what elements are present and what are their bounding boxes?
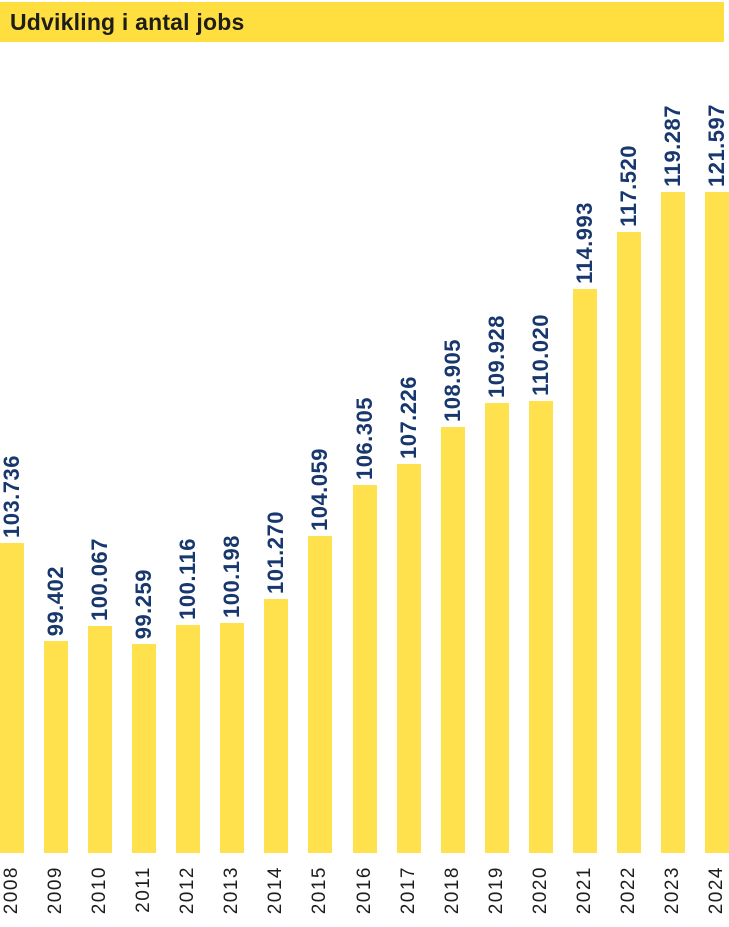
bar-group-2019: 109.928 2019 <box>483 0 509 927</box>
bar-value-label: 101.270 <box>263 510 289 594</box>
bar <box>528 401 553 853</box>
bar-group-2016: 106.305 2016 <box>351 0 377 927</box>
bar-group-2023: 119.287 2023 <box>659 0 685 927</box>
bar-group-2022: 117.520 2022 <box>615 0 641 927</box>
bar <box>616 232 641 853</box>
bar <box>572 289 597 853</box>
bar-value-label: 103.736 <box>0 454 24 538</box>
bar-value-label: 99.402 <box>43 565 69 636</box>
x-axis-tick-label: 2016 <box>353 866 375 915</box>
bar-group-2020: 110.020 2020 <box>527 0 553 927</box>
bar <box>0 543 24 853</box>
x-axis-tick-label: 2009 <box>45 866 67 915</box>
bar-value-label: 107.226 <box>395 375 421 459</box>
bar-value-label: 121.597 <box>704 103 729 187</box>
bar-value-label: 114.993 <box>571 202 597 284</box>
bar <box>308 536 333 853</box>
bar-group-2013: 100.198 2013 <box>219 0 245 927</box>
chart-title: Udvikling i antal jobs <box>10 9 245 35</box>
x-axis-tick-label: 2022 <box>617 866 639 915</box>
bar-value-label: 119.287 <box>659 105 685 187</box>
x-axis-tick-label: 2018 <box>441 866 463 915</box>
bar <box>88 626 113 853</box>
bar <box>484 403 509 853</box>
bar-group-2008: 103.736 2008 <box>0 0 24 927</box>
bar-group-2018: 108.905 2018 <box>439 0 465 927</box>
bar <box>440 427 465 853</box>
bar-group-2021: 114.993 2021 <box>571 0 597 927</box>
bar <box>176 625 201 853</box>
bar-group-2009: 99.402 2009 <box>43 0 69 927</box>
x-axis-tick-label: 2019 <box>485 866 507 915</box>
x-axis-tick-label: 2023 <box>661 866 683 915</box>
bar-group-2012: 100.116 2012 <box>175 0 201 927</box>
x-axis-tick-label: 2012 <box>177 866 199 915</box>
bar <box>264 599 289 853</box>
bar-value-label: 109.928 <box>483 314 509 398</box>
bar <box>396 464 421 853</box>
bar-group-2015: 104.059 2015 <box>307 0 333 927</box>
bar-value-label: 108.905 <box>439 338 465 422</box>
bar-value-label: 110.020 <box>527 314 553 396</box>
bar <box>352 485 377 853</box>
x-axis-tick-label: 2020 <box>529 866 551 915</box>
x-axis-tick-label: 2010 <box>89 866 111 915</box>
x-axis-tick-label: 2011 <box>133 866 155 913</box>
bar-value-label: 100.116 <box>175 538 201 620</box>
bar-group-2017: 107.226 2017 <box>395 0 421 927</box>
x-axis-tick-label: 2008 <box>1 866 22 915</box>
bar-value-label: 104.059 <box>307 447 333 531</box>
bar-group-2014: 101.270 2014 <box>263 0 289 927</box>
x-axis-tick-label: 2017 <box>397 866 419 915</box>
x-axis-tick-label: 2021 <box>573 866 595 915</box>
bar-value-label: 106.305 <box>351 396 377 480</box>
bar-value-label: 117.520 <box>615 145 641 227</box>
x-axis-tick-label: 2015 <box>309 866 331 915</box>
bar <box>44 641 69 853</box>
bar-value-label: 100.198 <box>219 534 245 618</box>
bar-value-label: 99.259 <box>131 568 157 639</box>
bar <box>705 192 729 853</box>
x-axis-tick-label: 2024 <box>706 866 727 915</box>
bar-group-2010: 100.067 2010 <box>87 0 113 927</box>
x-axis-tick-label: 2013 <box>221 866 243 915</box>
bar <box>220 623 245 853</box>
bar <box>660 192 685 853</box>
chart-title-bar: Udvikling i antal jobs <box>0 2 724 42</box>
x-axis-tick-label: 2014 <box>265 866 287 915</box>
bar-group-2024: 121.597 2024 <box>704 0 729 927</box>
bar-group-2011: 99.259 2011 <box>131 0 157 927</box>
bar-value-label: 100.067 <box>87 537 113 621</box>
bar <box>132 644 157 853</box>
